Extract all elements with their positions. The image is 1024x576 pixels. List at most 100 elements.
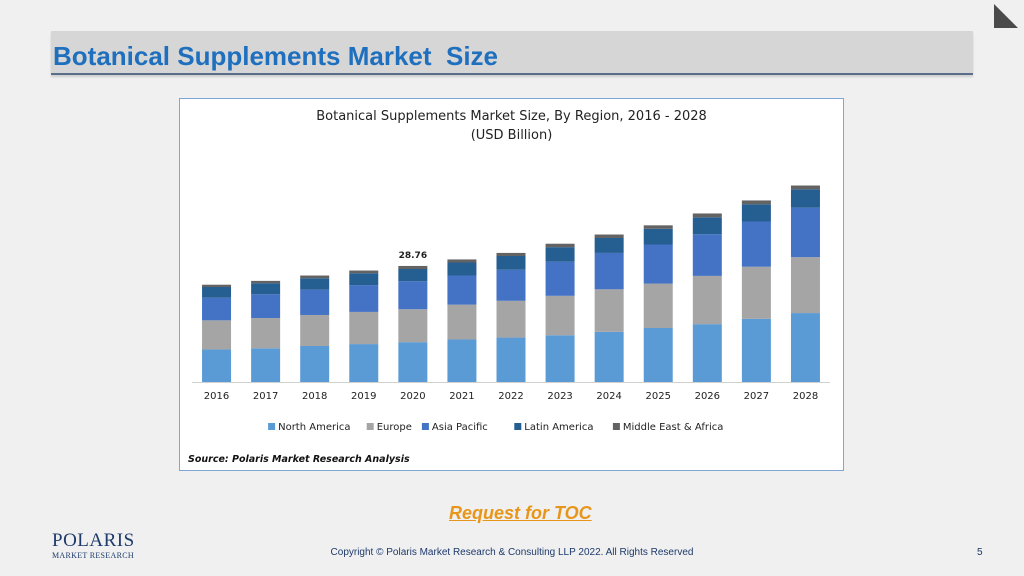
x-tick-label: 2019 [351, 391, 376, 402]
chart-source: Source: Polaris Market Research Analysis [188, 454, 410, 465]
bar-segment [349, 270, 379, 274]
bar-segment [349, 311, 379, 345]
x-tick-label: 2025 [646, 391, 671, 402]
corner-triangle [994, 4, 1018, 28]
x-tick-label: 2027 [744, 391, 769, 402]
bar-segment [594, 252, 624, 290]
x-tick-label: 2028 [793, 391, 818, 402]
chart-subtitle: (USD Billion) [470, 128, 553, 143]
bar-segment [741, 200, 771, 205]
bar-segment [545, 243, 575, 248]
legend-swatch [612, 423, 620, 430]
bar-segment [594, 289, 624, 332]
bar-segment [398, 269, 428, 282]
bar-segment [643, 225, 673, 229]
bar-segment [202, 320, 232, 350]
x-tick-label: 2020 [400, 391, 425, 402]
bar-segment [790, 189, 820, 208]
bar-segment [300, 278, 330, 290]
legend-swatch [514, 423, 522, 430]
bar-segment [594, 234, 624, 238]
bar-segment [398, 342, 428, 382]
x-tick-label: 2017 [253, 391, 278, 402]
bar-segment [202, 284, 232, 288]
bar-segment [202, 287, 232, 298]
bar-segment [202, 349, 232, 382]
bar-segment [496, 269, 526, 301]
stacked-bar-chart: 2016 2017 2018 2019 2020 28.76 2021 2022 2023 202… [192, 185, 830, 433]
bar-segment [349, 285, 379, 312]
legend-swatch [421, 423, 429, 430]
bar-segment [741, 204, 771, 222]
bar-segment [349, 344, 379, 382]
bar-segment [643, 228, 673, 245]
x-tick-label: 2023 [547, 391, 572, 402]
bar-segment [643, 327, 673, 382]
bar-segment [496, 337, 526, 382]
bar-segment [545, 247, 575, 262]
legend-label: Asia Pacific [432, 422, 488, 433]
slide-title: Botanical Supplements Market Size [53, 41, 499, 71]
legend-label: Middle East & Africa [623, 422, 723, 433]
legend-swatch [268, 423, 276, 430]
title-bar: Botanical Supplements Market Size [51, 31, 973, 75]
bar-segment [741, 266, 771, 319]
bar-segment [692, 324, 722, 382]
bar-segment [251, 283, 281, 295]
logo-tagline: MARKET RESEARCH [52, 551, 134, 560]
legend-label: Europe [377, 422, 412, 433]
bar-segment [594, 331, 624, 382]
bar-segment [447, 339, 477, 382]
page-number: 5 [977, 547, 983, 558]
bar-segment [349, 273, 379, 286]
bar-segment [545, 295, 575, 336]
logo-wordmark: POLARIS [52, 530, 135, 551]
bar-segment [300, 314, 330, 346]
bar-segment [447, 275, 477, 305]
bar-segment [447, 262, 477, 276]
bar-segment [594, 237, 624, 253]
bar-segment [398, 309, 428, 343]
bar-segment [202, 297, 232, 321]
data-label: 28.76 [399, 251, 427, 261]
x-tick-label: 2024 [596, 391, 621, 402]
bar-segment [643, 244, 673, 284]
bar-segment [300, 345, 330, 382]
bar-segment [251, 280, 281, 284]
bar-segment [790, 207, 820, 258]
bar-segment [496, 255, 526, 270]
bar-segment [251, 348, 281, 382]
request-toc-link[interactable]: Request for TOC [449, 503, 592, 523]
bar-segment [692, 213, 722, 218]
bar-segment [692, 234, 722, 276]
bar-segment [300, 275, 330, 279]
legend-label: Latin America [524, 422, 593, 433]
bar-segment [496, 300, 526, 338]
bar-segment [545, 261, 575, 296]
bar-segment [447, 304, 477, 340]
bar-segment [398, 281, 428, 310]
bar-segment [398, 265, 428, 270]
bar-segment [545, 335, 575, 382]
copyright-text: Copyright © Polaris Market Research & Co… [330, 547, 694, 558]
bar-segment [447, 259, 477, 263]
chart-panel: Botanical Supplements Market Size, By Re… [179, 98, 844, 471]
legend-swatch [366, 423, 374, 430]
bar-segment [741, 318, 771, 382]
bar-segment [300, 289, 330, 315]
x-tick-label: 2021 [449, 391, 474, 402]
bar-segment [643, 283, 673, 328]
bar-segment [692, 275, 722, 325]
x-tick-label: 2016 [204, 391, 229, 402]
x-tick-label: 2022 [498, 391, 523, 402]
x-tick-label: 2026 [695, 391, 720, 402]
chart-title: Botanical Supplements Market Size, By Re… [316, 109, 707, 124]
bar-segment [790, 313, 820, 382]
bar-segment [251, 318, 281, 349]
polaris-logo: POLARIS MARKET RESEARCH [52, 530, 135, 564]
bar-segment [741, 221, 771, 267]
bar-segment [790, 257, 820, 314]
bar-segment [692, 217, 722, 235]
bar-segment [790, 185, 820, 190]
legend-label: North America [278, 422, 350, 433]
